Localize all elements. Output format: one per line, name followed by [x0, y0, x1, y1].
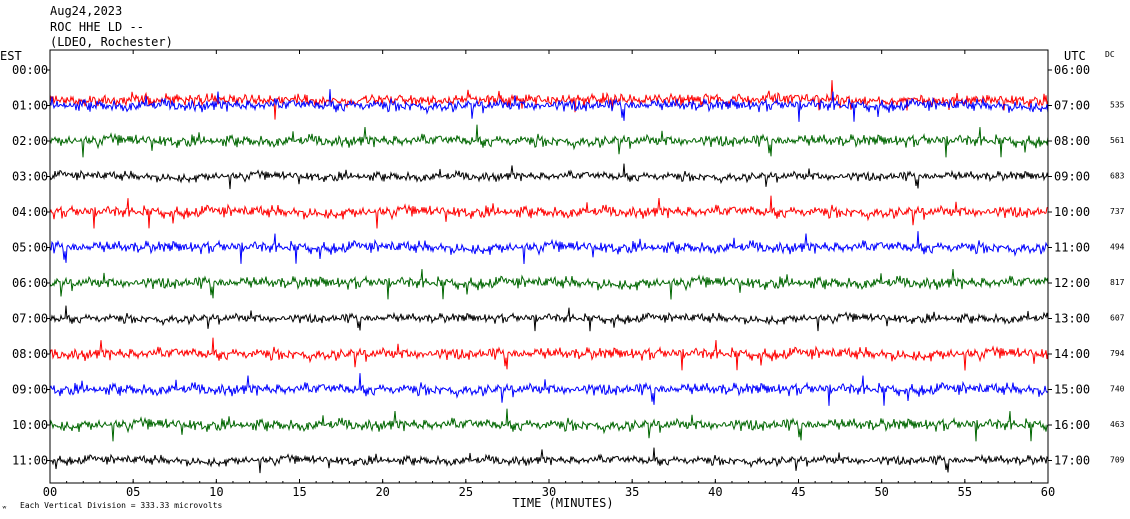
trace-row-1100	[49, 447, 1049, 474]
trace-group	[49, 80, 1049, 474]
tick-group	[46, 50, 1052, 483]
plot-frame	[49, 49, 1049, 484]
x-tick-label: 50	[874, 485, 888, 499]
trace-row-0400	[49, 195, 1049, 229]
right-time-label: 11:00	[1054, 241, 1090, 255]
left-time-label: 03:00	[12, 170, 48, 184]
dc-value: 817	[1110, 278, 1125, 287]
x-tick-label: 60	[1041, 485, 1055, 499]
x-tick-label: 25	[459, 485, 473, 499]
trace-row-0600	[49, 269, 1049, 300]
x-tick-label: 45	[791, 485, 805, 499]
right-time-label: 07:00	[1054, 99, 1090, 113]
x-tick-label: 40	[708, 485, 722, 499]
dc-value: 463	[1110, 420, 1125, 429]
x-tick-label: 55	[958, 485, 972, 499]
x-tick-label: 30	[542, 485, 556, 499]
trace-row-0900	[49, 373, 1049, 406]
header-date: Aug24,2023	[50, 4, 123, 18]
left-time-label: 10:00	[12, 418, 48, 432]
right-time-label: 17:00	[1054, 454, 1090, 468]
x-tick-label: 20	[375, 485, 389, 499]
left-time-label: 01:00	[12, 99, 48, 113]
dc-value: 535	[1110, 101, 1125, 110]
left-time-label: 06:00	[12, 276, 48, 290]
label-group: 00 05 10 15 20 25 30 35 40 45 50 55 60 EST UTC DC 00:00 0…	[0, 49, 1125, 513]
trace-row-0200	[49, 124, 1049, 158]
dc-value: 494	[1110, 243, 1125, 252]
x-tick-label: 10	[209, 485, 223, 499]
trace-row-0100	[49, 89, 1049, 122]
right-time-label: 14:00	[1054, 347, 1090, 361]
trace-row-0000	[49, 80, 1049, 120]
dc-value: 737	[1110, 207, 1125, 216]
left-time-label: 08:00	[12, 347, 48, 361]
trace-row-0300	[49, 163, 1049, 190]
dc-value: 794	[1110, 349, 1125, 358]
trace-row-0700	[49, 305, 1049, 332]
right-time-label: 08:00	[1054, 134, 1090, 148]
right-time-label: 06:00	[1054, 63, 1090, 77]
x-tick-label: 35	[625, 485, 639, 499]
right-time-label: 09:00	[1054, 170, 1090, 184]
x-axis-title: TIME (MINUTES)	[512, 496, 613, 510]
left-time-label: 09:00	[12, 383, 48, 397]
trace-row-0500	[49, 231, 1049, 265]
right-time-label: 15:00	[1054, 383, 1090, 397]
left-time-label: 02:00	[12, 134, 48, 148]
trace-row-0800	[49, 337, 1049, 371]
dc-value: 709	[1110, 456, 1125, 465]
left-time-label: 11:00	[12, 454, 48, 468]
right-time-label: 16:00	[1054, 418, 1090, 432]
header-station: ROC HHE LD --	[50, 20, 144, 34]
dc-value: 740	[1110, 385, 1125, 394]
header-network: (LDEO, Rochester)	[50, 35, 173, 49]
right-time-label: 12:00	[1054, 276, 1090, 290]
left-time-label: 00:00	[12, 63, 48, 77]
footer-note: Each Vertical Division = 333.33 microvol…	[20, 501, 222, 510]
x-tick-label: 00	[43, 485, 57, 499]
trace-row-1000	[49, 408, 1049, 442]
right-time-label: 13:00	[1054, 312, 1090, 326]
dc-value: 607	[1110, 314, 1125, 323]
corner-mark: ʷ	[2, 504, 7, 513]
left-time-label: 05:00	[12, 241, 48, 255]
right-time-label: 10:00	[1054, 205, 1090, 219]
left-time-label: 04:00	[12, 205, 48, 219]
right-axis-label: UTC	[1064, 49, 1086, 63]
left-time-label: 07:00	[12, 312, 48, 326]
dc-label: DC	[1105, 50, 1115, 59]
x-tick-label: 05	[126, 485, 140, 499]
left-axis-label: EST	[0, 49, 22, 63]
x-tick-label: 15	[292, 485, 306, 499]
dc-value: 561	[1110, 136, 1125, 145]
dc-value: 683	[1110, 172, 1125, 181]
